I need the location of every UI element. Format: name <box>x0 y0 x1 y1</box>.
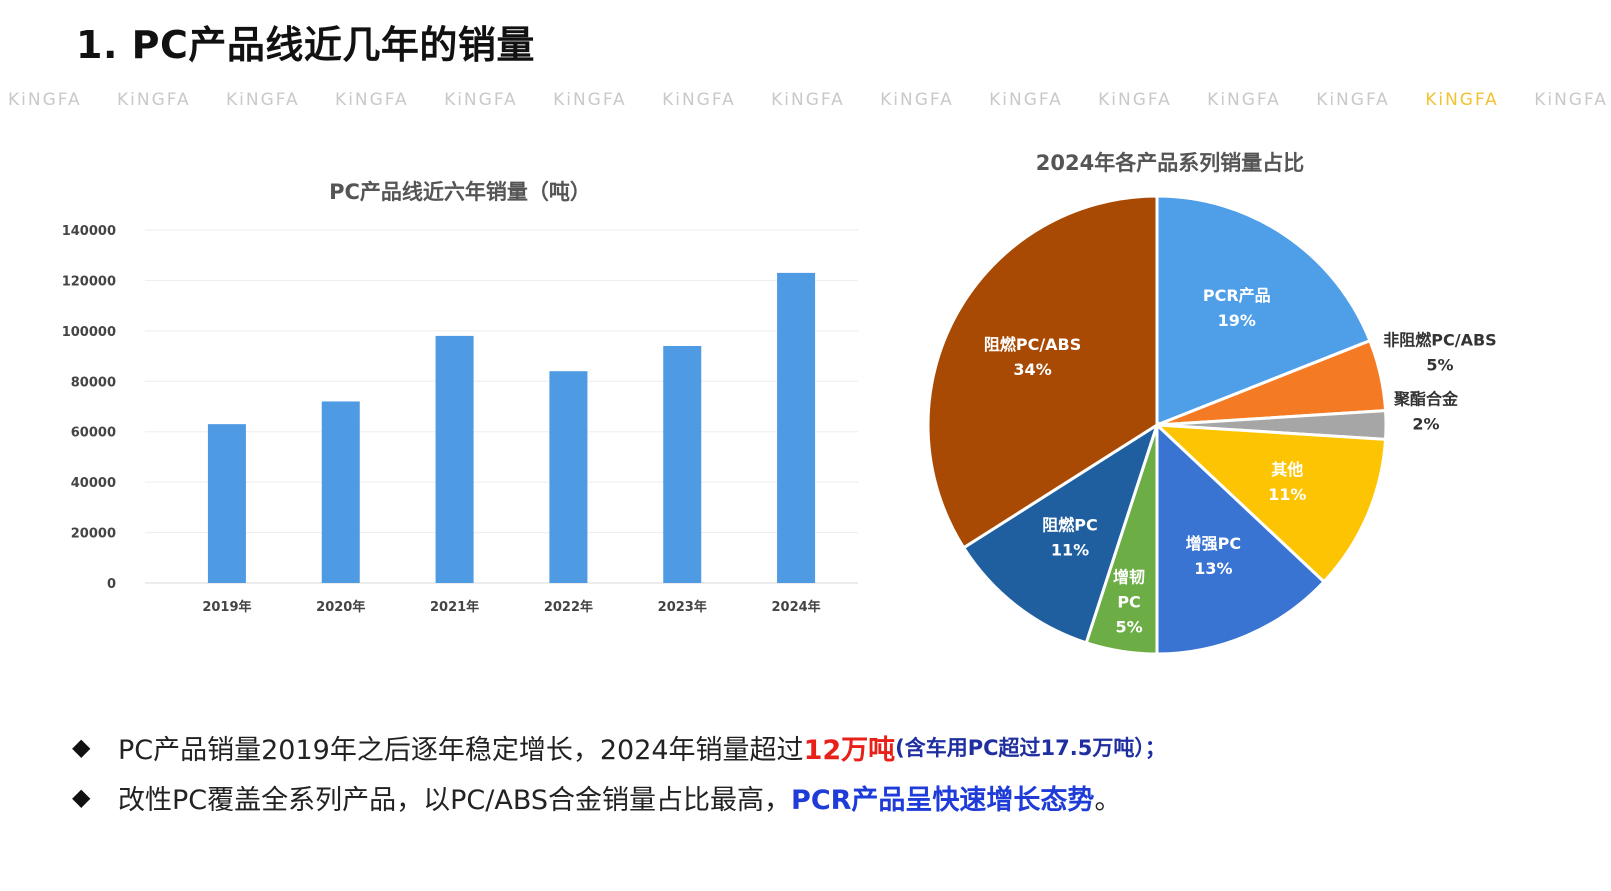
pie-slice <box>961 421 1160 645</box>
bullet-diamond-icon: ◆ <box>72 733 91 761</box>
brand-watermark-text: KiNGFA <box>553 90 627 110</box>
brand-watermark-text: KiNGFA <box>1534 90 1608 110</box>
brand-watermark-text: KiNGFA <box>8 90 82 110</box>
y-tick-label: 100000 <box>62 325 116 340</box>
bullet-text: PC产品销量2019年之后逐年稳定增长，2024年销量超过 <box>118 734 804 766</box>
pie-slice-name-label: 阻燃PC <box>1042 516 1097 535</box>
pie-slice-name-label: 聚酯合金 <box>1393 390 1459 409</box>
pie-slice-name-label: 增韧 <box>1113 567 1145 586</box>
bullet-diamond-icon: ◆ <box>72 783 91 811</box>
y-tick-label: 0 <box>107 577 116 592</box>
y-tick-label: 80000 <box>71 375 116 390</box>
brand-watermark-strip: KiNGFA KiNGFA KiNGFA KiNGFA KiNGFA KiNGFA KiNG… <box>8 90 1608 114</box>
bar-chart: PC产品线近六年销量（吨） 0 20000 40000 60000 80000 10000… <box>62 180 858 615</box>
pie-chart-title: 2024年各产品系列销量占比 <box>1036 151 1304 175</box>
slide-title: 1. PC产品线近几年的销量 <box>76 23 535 67</box>
y-tick-label: 20000 <box>71 527 116 542</box>
brand-watermark-text: KiNGFA <box>880 90 954 110</box>
pie-slice-percent-label: 5% <box>1115 617 1142 636</box>
pie-chart-slices <box>926 194 1388 656</box>
bar <box>321 401 360 583</box>
bar <box>549 371 588 583</box>
pie-slice-percent-label: 19% <box>1218 311 1256 330</box>
x-tick-label: 2020年 <box>316 599 365 615</box>
brand-watermark-text: KiNGFA <box>989 90 1063 110</box>
brand-watermark-text: KiNGFA <box>1207 90 1281 110</box>
brand-watermark-text: KiNGFA <box>444 90 518 110</box>
x-tick-label: 2021年 <box>430 599 479 615</box>
bullet-item-1: ◆ PC产品销量2019年之后逐年稳定增长，2024年销量超过 12万吨 (含车… <box>72 722 1166 772</box>
x-tick-label: 2024年 <box>771 599 820 615</box>
pie-slice <box>1155 194 1372 428</box>
x-tick-label: 2019年 <box>202 599 251 615</box>
brand-watermark-text: KiNGFA <box>662 90 736 110</box>
pie-slice-name-label: 非阻燃PC/ABS <box>1383 331 1496 350</box>
y-tick-label: 60000 <box>71 426 116 441</box>
x-tick-label: 2022年 <box>544 599 593 615</box>
y-tick-label: 40000 <box>71 476 116 491</box>
bar-chart-title: PC产品线近六年销量（吨） <box>329 180 591 204</box>
bullet-note: (含车用PC超过17.5万吨）； <box>895 736 1166 760</box>
pie-slice-percent-label: 11% <box>1268 485 1306 504</box>
pie-slice-percent-label: 5% <box>1426 356 1453 375</box>
pie-chart: 2024年各产品系列销量占比 PCR产品 19% 非阻燃PC/ABS 5% 聚酯合金 2%… <box>926 151 1497 656</box>
pie-slice <box>926 194 1159 550</box>
bar <box>207 424 246 583</box>
pie-slice-name-label: 增强PC <box>1186 534 1241 553</box>
brand-watermark-text: KiNGFA <box>771 90 845 110</box>
y-tick-label: 140000 <box>62 224 116 239</box>
bar <box>777 272 816 583</box>
pie-slice-name-label: 其他 <box>1271 460 1303 479</box>
bar-chart-bars <box>207 272 816 583</box>
brand-watermark-text: KiNGFA <box>1425 90 1499 110</box>
bullet-highlight: PCR产品呈快速增长态势 <box>791 784 1095 816</box>
brand-watermark-text: KiNGFA <box>1316 90 1390 110</box>
y-tick-label: 120000 <box>62 274 116 289</box>
brand-watermark-text: KiNGFA <box>335 90 409 110</box>
x-tick-label: 2023年 <box>658 599 707 615</box>
bullet-highlight: 12万吨 <box>803 734 896 766</box>
brand-watermark-text: KiNGFA <box>1098 90 1172 110</box>
bar <box>435 335 474 583</box>
pie-slice-name-label: PCR产品 <box>1203 286 1271 305</box>
brand-watermark-text: KiNGFA <box>117 90 191 110</box>
bar-chart-x-axis: 2019年 2020年 2021年 2022年 2023年 2024年 <box>202 599 820 615</box>
pie-slice-percent-label: 34% <box>1013 360 1051 379</box>
summary-bullets: ◆ PC产品销量2019年之后逐年稳定增长，2024年销量超过 12万吨 (含车… <box>72 722 1166 822</box>
bullet-tail: 。 <box>1094 784 1122 816</box>
pie-slice-percent-label: 13% <box>1194 559 1232 578</box>
pie-slice-name-label: 阻燃PC/ABS <box>984 335 1081 354</box>
pie-chart-labels: PCR产品 19% 非阻燃PC/ABS 5% 聚酯合金 2% 其他 11% 增强PC 13% 增韧 P… <box>984 286 1497 636</box>
pie-slice-percent-label: 2% <box>1412 415 1439 434</box>
bullet-item-2: ◆ 改性PC覆盖全系列产品，以PC/ABS合金销量占比最高， PCR产品呈快速增… <box>72 772 1166 822</box>
bar <box>663 345 702 583</box>
bar-chart-y-axis: 0 20000 40000 60000 80000 100000 120000 140000 <box>62 224 116 592</box>
pie-slice-name-label: PC <box>1117 592 1140 611</box>
bar-chart-gridlines <box>145 229 858 584</box>
pie-slice <box>1155 421 1327 656</box>
bullet-text: 改性PC覆盖全系列产品，以PC/ABS合金销量占比最高， <box>118 784 792 816</box>
pie-slice-percent-label: 11% <box>1051 541 1089 560</box>
brand-watermark-text: KiNGFA <box>226 90 300 110</box>
pie-slice <box>1152 423 1388 584</box>
